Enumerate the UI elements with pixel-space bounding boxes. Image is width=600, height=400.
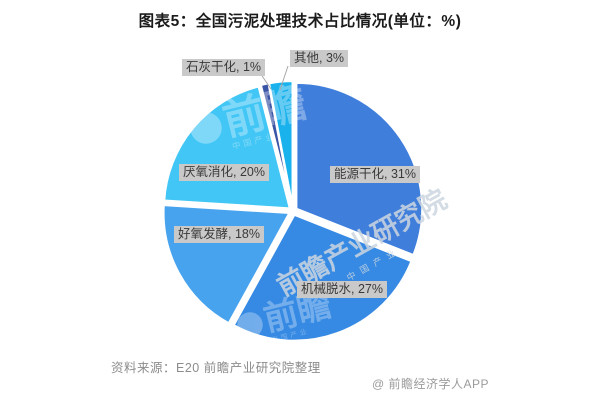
slice-label: 好氧发酵, 18% [174, 226, 264, 243]
pie-slice-6 [267, 79, 294, 209]
slice-label: 厌氧消化, 20% [179, 164, 269, 181]
slice-label: 机械脱水, 27% [297, 281, 387, 298]
label-leader-line [279, 65, 289, 91]
chart-title: 图表5：全国污泥处理技术占比情况(单位：%) [138, 13, 462, 30]
slice-label: 其他, 3% [290, 50, 349, 67]
brand-credit: @ 前瞻经济学人APP [372, 377, 490, 391]
source-note: 资料来源：E20 前瞻产业研究院整理 [111, 361, 321, 375]
slice-label: 石灰干化, 1% [182, 59, 266, 76]
slice-label: 能源干化, 31% [330, 166, 420, 183]
pie-slice-2 [232, 213, 413, 342]
